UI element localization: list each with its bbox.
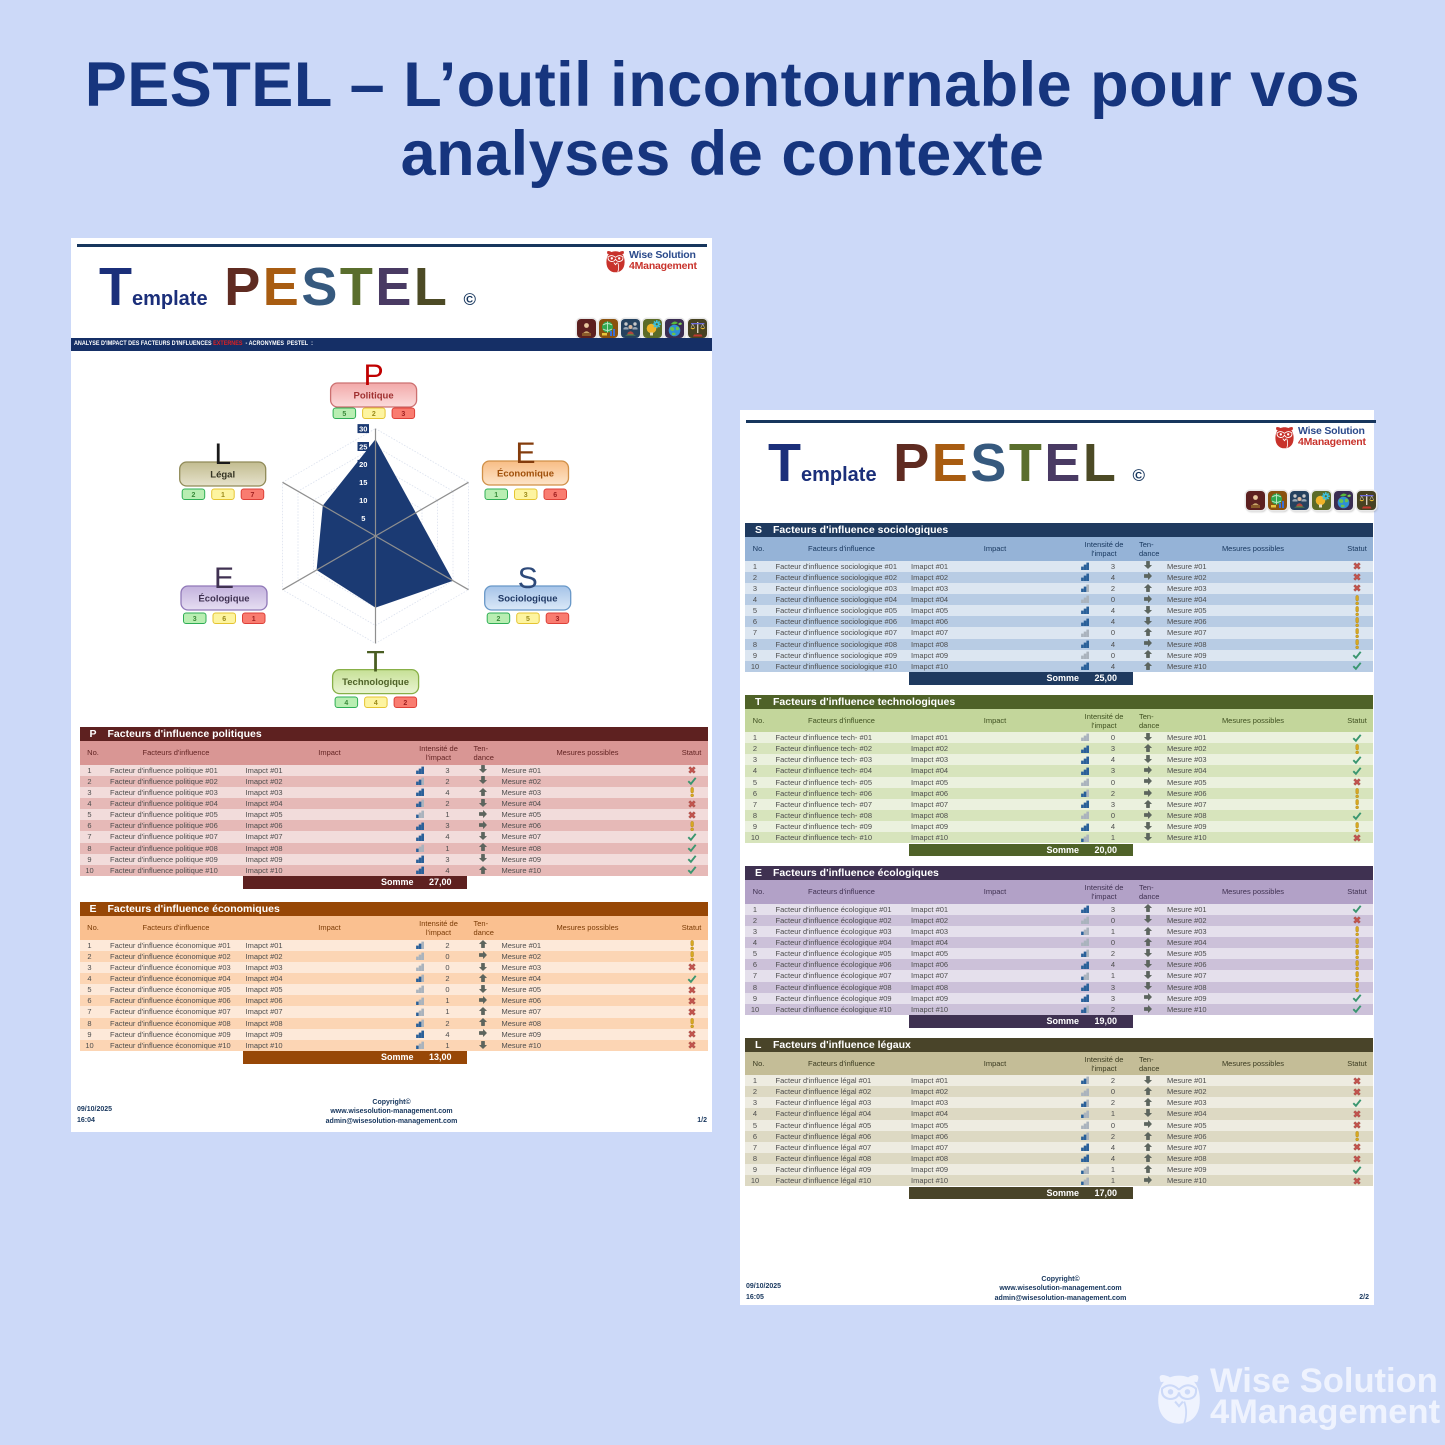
svg-text:4: 4 [344, 700, 348, 707]
svg-text:1: 1 [252, 616, 256, 623]
svg-text:5: 5 [342, 411, 346, 418]
svg-text:Économique: Économique [497, 469, 554, 480]
svg-text:E: E [515, 437, 535, 470]
svg-text:6: 6 [553, 492, 557, 499]
svg-text:25: 25 [359, 442, 367, 451]
svg-text:4: 4 [374, 700, 378, 707]
svg-text:Écologique: Écologique [198, 594, 249, 605]
svg-text:7: 7 [250, 492, 254, 499]
svg-text:T: T [366, 646, 384, 679]
svg-text:3: 3 [524, 492, 528, 499]
svg-text:10: 10 [359, 496, 367, 505]
svg-text:3: 3 [193, 616, 197, 623]
svg-text:5: 5 [361, 514, 365, 523]
svg-text:S: S [518, 562, 538, 595]
svg-text:6: 6 [222, 616, 226, 623]
svg-text:2: 2 [403, 700, 407, 707]
svg-text:E: E [214, 562, 234, 595]
svg-text:15: 15 [359, 478, 367, 487]
svg-text:2: 2 [372, 411, 376, 418]
svg-text:3: 3 [401, 411, 405, 418]
svg-text:Technologique: Technologique [342, 677, 409, 688]
svg-text:3: 3 [555, 616, 559, 623]
svg-text:20: 20 [359, 460, 367, 469]
svg-text:P: P [364, 359, 384, 392]
svg-text:L: L [214, 438, 231, 471]
svg-text:Légal: Légal [210, 470, 235, 481]
svg-text:30: 30 [359, 424, 367, 433]
svg-text:5: 5 [526, 616, 530, 623]
svg-text:Sociologique: Sociologique [498, 594, 558, 605]
svg-text:1: 1 [494, 492, 498, 499]
svg-text:1: 1 [221, 492, 225, 499]
svg-text:Politique: Politique [354, 391, 394, 402]
svg-text:2: 2 [191, 492, 195, 499]
svg-text:2: 2 [496, 616, 500, 623]
